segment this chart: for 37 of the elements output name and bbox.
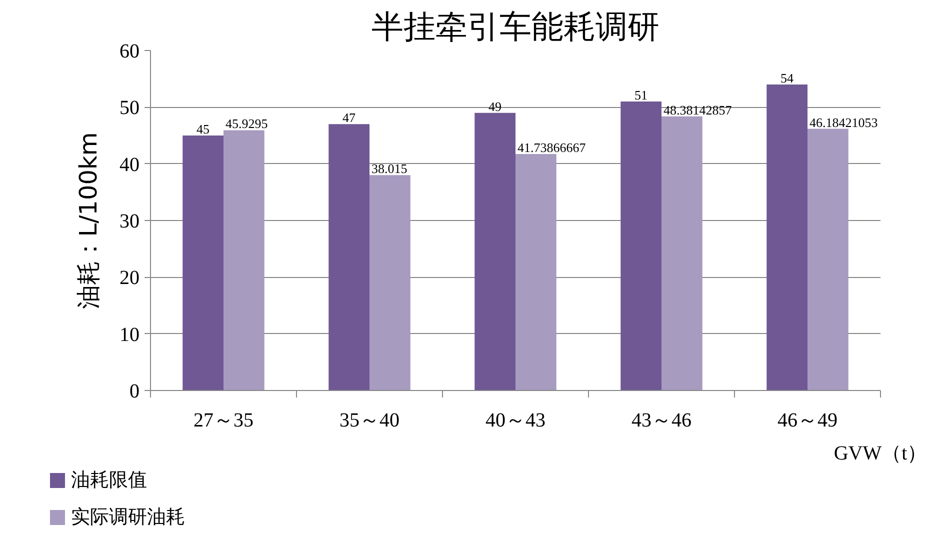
bar xyxy=(662,116,702,390)
bar xyxy=(224,130,264,390)
y-tick-label: 40 xyxy=(120,154,140,176)
bar xyxy=(766,84,808,390)
chart-title: 半挂牵引车能耗调研 xyxy=(372,8,660,46)
y-tick-label: 10 xyxy=(120,324,140,346)
y-tick-label: 60 xyxy=(120,40,140,62)
legend-label: 实际调研油耗 xyxy=(71,506,185,528)
data-label: 41.73866667 xyxy=(518,140,586,155)
data-label: 51 xyxy=(634,88,648,102)
data-label: 54 xyxy=(780,70,794,86)
x-tick-label: 46～49 xyxy=(778,410,838,432)
bar xyxy=(328,124,370,390)
x-axis-title: GVW（t） xyxy=(834,442,928,464)
y-tick-label: 0 xyxy=(130,380,140,402)
y-tick-label: 20 xyxy=(120,267,140,290)
legend-label: 油耗限值 xyxy=(71,469,147,491)
data-label: 45 xyxy=(196,122,210,136)
x-tick-label: 35～40 xyxy=(340,410,400,432)
bar xyxy=(370,175,410,390)
bar xyxy=(474,112,516,390)
data-label: 45.9295 xyxy=(226,116,268,132)
data-label: 46.18421053 xyxy=(810,114,878,130)
data-label: 47 xyxy=(342,110,356,126)
x-tick-label: 43～46 xyxy=(632,410,692,432)
bar xyxy=(182,136,224,390)
data-label: 38.015 xyxy=(372,161,408,176)
bar xyxy=(620,102,662,390)
y-axis-title: 油耗：L/100km xyxy=(74,132,102,309)
y-tick-label: 50 xyxy=(120,97,140,120)
x-tick-label: 27～35 xyxy=(194,410,254,432)
data-label: 49 xyxy=(488,98,502,114)
data-label: 48.38142857 xyxy=(664,102,732,118)
x-tick-label: 40～43 xyxy=(486,410,546,432)
bar xyxy=(516,154,556,390)
y-tick-label: 30 xyxy=(120,210,140,232)
bar xyxy=(808,128,848,390)
